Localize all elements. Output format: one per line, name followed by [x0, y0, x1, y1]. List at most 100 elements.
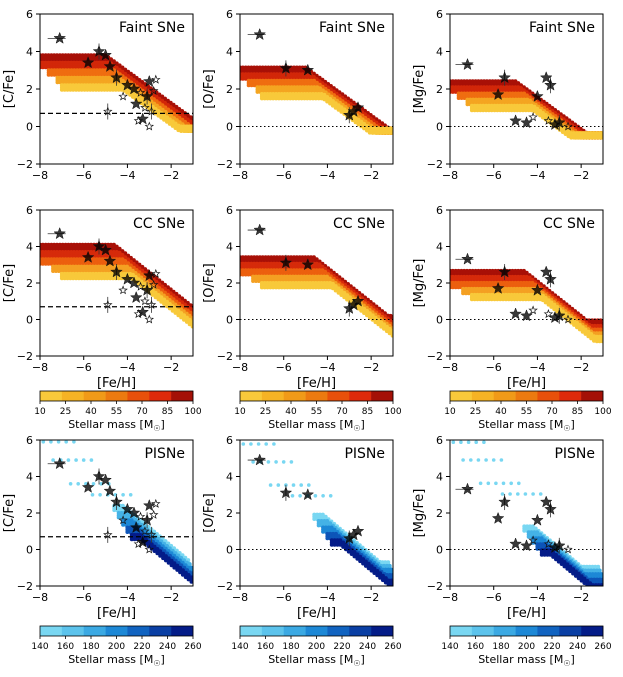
y-tick-label: 6	[26, 204, 33, 217]
model-point	[339, 293, 344, 297]
star-marker	[127, 276, 141, 289]
model-point	[583, 135, 588, 140]
model-point	[51, 269, 56, 273]
model-point	[116, 276, 121, 281]
model-point	[597, 135, 602, 140]
model-point	[79, 276, 84, 281]
star-marker	[342, 108, 356, 121]
model-point	[74, 57, 79, 62]
star-marker	[140, 296, 150, 306]
model-point	[102, 269, 107, 273]
model-point	[85, 276, 90, 281]
plot-area	[450, 252, 603, 344]
model-point	[509, 108, 514, 113]
model-point	[66, 65, 71, 70]
model-point	[495, 297, 500, 302]
model-point	[74, 254, 79, 259]
model-point	[77, 254, 82, 259]
star-marker	[151, 268, 161, 278]
model-point	[55, 65, 59, 70]
model-point	[69, 72, 74, 77]
star-marker	[279, 61, 293, 74]
model-point	[96, 276, 101, 281]
model-point	[492, 108, 497, 113]
model-point	[379, 324, 384, 329]
model-point	[529, 297, 534, 302]
x-tick-label: −6	[276, 361, 292, 374]
model-point	[100, 65, 105, 70]
model-point	[184, 129, 189, 133]
model-point	[49, 261, 54, 266]
model-point	[464, 291, 468, 296]
model-point	[103, 72, 108, 77]
panel-title: CC SNe	[133, 216, 185, 232]
model-point	[78, 80, 83, 85]
star-marker	[127, 82, 141, 95]
y-tick-label: 4	[226, 241, 233, 254]
model-point	[255, 89, 260, 94]
model-point	[509, 297, 514, 302]
model-point	[69, 65, 74, 70]
model-point	[62, 269, 67, 273]
y-tick-label: 0	[26, 314, 33, 327]
model-point	[43, 65, 48, 70]
model-point	[159, 299, 164, 304]
model-point	[102, 276, 107, 281]
y-tick-label: −2	[217, 350, 233, 363]
model-point	[240, 76, 245, 81]
model-point	[79, 87, 84, 92]
x-tick-label: −4	[529, 169, 545, 182]
model-point	[63, 72, 68, 77]
model-point	[86, 247, 91, 252]
model-point	[46, 72, 51, 77]
model-point	[92, 65, 96, 70]
model-point	[88, 87, 93, 92]
model-point	[274, 96, 279, 101]
model-point	[373, 320, 378, 325]
model-point	[40, 65, 45, 70]
model-point	[82, 276, 87, 281]
star-marker	[144, 121, 155, 131]
model-point	[159, 115, 164, 120]
model-point	[577, 327, 582, 332]
model-point	[92, 247, 96, 252]
model-point	[453, 285, 458, 290]
model-point	[600, 135, 603, 140]
model-point	[187, 322, 192, 327]
x-tick-label: −4	[119, 361, 135, 374]
star-marker	[81, 250, 95, 263]
model-point	[313, 96, 318, 101]
model-point	[76, 276, 81, 281]
model-point	[78, 72, 82, 77]
model-point	[285, 285, 290, 290]
model-point	[64, 80, 68, 85]
star-marker	[543, 115, 554, 125]
x-tick-label: −8	[232, 361, 248, 374]
model-point	[501, 108, 506, 113]
model-point	[89, 72, 94, 77]
star-marker	[563, 121, 573, 131]
plot-area	[450, 57, 603, 140]
model-point	[271, 96, 276, 101]
model-point	[86, 80, 91, 85]
model-point	[60, 72, 65, 77]
plot-area	[40, 440, 193, 584]
model-point	[265, 96, 270, 101]
model-point	[501, 297, 506, 302]
star-marker	[543, 308, 554, 319]
model-point	[512, 108, 517, 113]
y-tick-label: 0	[436, 121, 443, 134]
model-point	[362, 311, 367, 315]
model-point	[85, 87, 90, 92]
model-point	[59, 269, 64, 273]
model-point	[77, 57, 82, 62]
model-point	[249, 83, 254, 88]
x-tick-label: −6	[276, 169, 292, 182]
model-point	[384, 130, 389, 135]
model-point	[111, 87, 115, 92]
x-axis-label: [Fe/H]	[97, 376, 136, 391]
model-point	[478, 108, 483, 113]
model-point	[481, 108, 486, 113]
model-point	[594, 339, 599, 344]
